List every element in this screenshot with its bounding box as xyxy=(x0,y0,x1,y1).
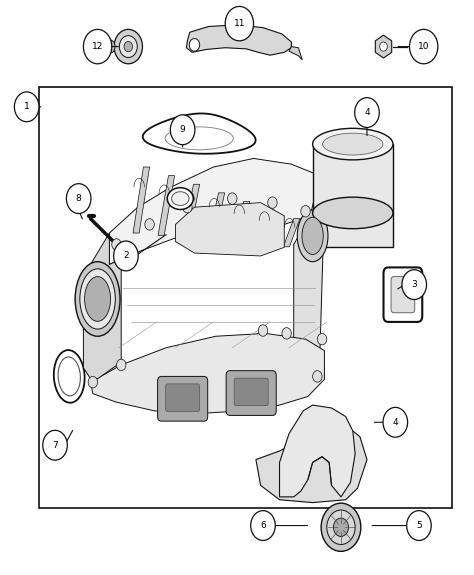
Polygon shape xyxy=(289,47,302,60)
Circle shape xyxy=(268,197,277,208)
Ellipse shape xyxy=(323,133,383,155)
Text: 4: 4 xyxy=(364,108,370,117)
Circle shape xyxy=(104,40,115,53)
Polygon shape xyxy=(280,405,355,497)
Circle shape xyxy=(117,359,126,371)
Ellipse shape xyxy=(313,128,393,160)
Ellipse shape xyxy=(84,277,110,321)
Circle shape xyxy=(124,41,133,52)
Ellipse shape xyxy=(167,187,193,209)
FancyBboxPatch shape xyxy=(383,267,422,322)
Circle shape xyxy=(114,241,138,271)
Ellipse shape xyxy=(313,197,393,229)
FancyBboxPatch shape xyxy=(226,371,276,415)
Polygon shape xyxy=(233,201,250,242)
Polygon shape xyxy=(143,113,255,154)
Text: 9: 9 xyxy=(180,125,185,134)
Circle shape xyxy=(14,92,39,122)
Circle shape xyxy=(355,98,379,128)
FancyBboxPatch shape xyxy=(157,377,208,421)
Circle shape xyxy=(321,503,361,551)
Polygon shape xyxy=(133,167,150,233)
Text: 11: 11 xyxy=(234,19,245,28)
Circle shape xyxy=(313,371,322,382)
Circle shape xyxy=(228,193,237,204)
Polygon shape xyxy=(258,210,275,244)
Polygon shape xyxy=(309,227,325,249)
Circle shape xyxy=(112,239,121,250)
Circle shape xyxy=(88,377,98,388)
Ellipse shape xyxy=(75,262,120,336)
Circle shape xyxy=(182,201,192,213)
Polygon shape xyxy=(283,218,300,247)
Text: 4: 4 xyxy=(392,418,398,427)
Text: 8: 8 xyxy=(76,194,82,203)
Polygon shape xyxy=(294,175,329,394)
Circle shape xyxy=(66,183,91,213)
Circle shape xyxy=(114,29,143,64)
Circle shape xyxy=(189,39,200,51)
Circle shape xyxy=(225,6,254,41)
Text: 6: 6 xyxy=(260,521,266,530)
Ellipse shape xyxy=(54,350,85,402)
Text: 10: 10 xyxy=(418,42,429,51)
Bar xyxy=(38,87,452,508)
Circle shape xyxy=(43,430,67,460)
Polygon shape xyxy=(208,193,225,240)
Circle shape xyxy=(282,328,292,339)
Polygon shape xyxy=(165,127,233,150)
Text: 12: 12 xyxy=(92,42,103,51)
FancyBboxPatch shape xyxy=(391,277,415,313)
Circle shape xyxy=(83,29,112,64)
Circle shape xyxy=(258,325,268,336)
Circle shape xyxy=(119,36,137,58)
FancyBboxPatch shape xyxy=(234,378,268,406)
Polygon shape xyxy=(256,425,367,503)
Polygon shape xyxy=(186,25,292,55)
Circle shape xyxy=(251,511,275,540)
Circle shape xyxy=(380,42,387,51)
Text: 2: 2 xyxy=(123,251,129,260)
Circle shape xyxy=(407,511,431,540)
Ellipse shape xyxy=(172,191,189,205)
Circle shape xyxy=(410,29,438,64)
Circle shape xyxy=(145,218,155,230)
Text: 1: 1 xyxy=(24,102,29,112)
FancyBboxPatch shape xyxy=(313,144,393,247)
Polygon shape xyxy=(175,202,284,256)
Ellipse shape xyxy=(80,269,115,329)
Polygon shape xyxy=(91,334,324,413)
Polygon shape xyxy=(109,159,329,264)
Circle shape xyxy=(402,270,427,300)
Ellipse shape xyxy=(302,217,323,255)
Circle shape xyxy=(170,115,195,145)
Polygon shape xyxy=(83,233,121,382)
Circle shape xyxy=(333,518,348,536)
Circle shape xyxy=(301,205,310,217)
Text: 7: 7 xyxy=(52,441,58,450)
FancyBboxPatch shape xyxy=(165,384,200,411)
Ellipse shape xyxy=(58,357,81,396)
Circle shape xyxy=(383,407,408,437)
Circle shape xyxy=(318,334,327,345)
Ellipse shape xyxy=(297,210,328,262)
Circle shape xyxy=(327,510,355,545)
Polygon shape xyxy=(183,184,200,237)
Polygon shape xyxy=(158,175,174,235)
Text: 5: 5 xyxy=(416,521,422,530)
Text: 3: 3 xyxy=(411,280,417,289)
